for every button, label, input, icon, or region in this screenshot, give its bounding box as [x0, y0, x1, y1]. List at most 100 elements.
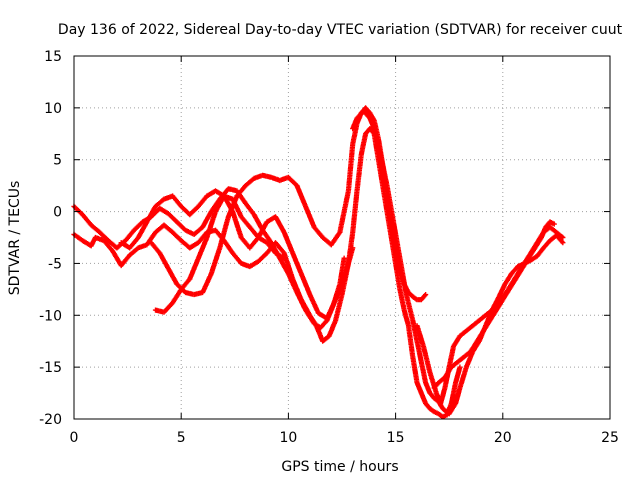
data-point	[388, 234, 398, 265]
y-tick-label: 15	[44, 49, 62, 65]
data-point	[165, 211, 179, 224]
data-point	[165, 266, 179, 286]
y-tick-label: 5	[53, 153, 62, 169]
data-point	[431, 381, 441, 391]
data-point	[354, 153, 364, 194]
data-point	[200, 210, 214, 230]
data-point	[170, 193, 183, 208]
data-point	[80, 212, 93, 227]
data-point	[281, 229, 295, 255]
data-point	[453, 386, 463, 406]
data-point	[110, 248, 123, 267]
data-point	[333, 293, 345, 324]
data-point	[88, 222, 102, 234]
data-point	[281, 255, 287, 261]
data-point	[375, 157, 386, 187]
data-point	[230, 250, 243, 265]
data-point	[217, 215, 231, 251]
data-point	[298, 297, 312, 317]
y-tick-label: -10	[39, 308, 62, 324]
data-point	[500, 288, 511, 303]
data-point	[513, 267, 524, 282]
data-point	[397, 255, 409, 296]
data-point	[442, 365, 454, 381]
data-point	[144, 205, 158, 225]
data-point	[547, 219, 556, 226]
data-point	[307, 312, 319, 327]
y-tick-label: -20	[39, 412, 62, 428]
data-point	[547, 224, 558, 235]
data-point	[187, 257, 201, 282]
data-point	[161, 301, 175, 315]
data-point	[333, 277, 347, 303]
data-point	[255, 234, 269, 245]
data-point	[341, 255, 347, 261]
data-point	[431, 409, 440, 416]
data-point	[285, 174, 299, 188]
data-point	[320, 334, 331, 344]
data-point	[502, 272, 514, 287]
data-point	[540, 239, 552, 251]
data-point	[525, 246, 537, 261]
data-point	[457, 329, 468, 339]
data-point	[195, 236, 209, 261]
data-point	[187, 204, 200, 218]
data-point	[97, 229, 110, 243]
data-point	[135, 220, 149, 241]
data-point	[350, 245, 356, 251]
data-point	[461, 349, 473, 360]
data-point	[448, 381, 458, 406]
data-point	[410, 354, 420, 384]
data-point	[118, 253, 132, 269]
data-point	[290, 250, 304, 275]
x-tick-label: 10	[279, 430, 297, 446]
data-point	[534, 246, 546, 259]
data-point	[101, 238, 115, 253]
data-point	[345, 143, 356, 194]
y-axis-label: SDTVAR / TECUs	[7, 181, 23, 296]
data-point	[560, 234, 566, 241]
data-point	[532, 236, 544, 251]
data-point	[423, 400, 432, 411]
data-point	[560, 240, 566, 246]
data-point	[468, 339, 479, 355]
data-point	[170, 229, 183, 243]
data-point	[242, 176, 256, 189]
x-axis-label: GPS time / hours	[281, 459, 398, 475]
data-point	[307, 291, 321, 315]
data-point	[440, 412, 449, 420]
data-point	[272, 214, 286, 234]
data-point	[390, 219, 403, 260]
data-point	[418, 293, 428, 303]
data-point	[191, 225, 205, 237]
data-point	[553, 229, 565, 240]
data-point	[174, 219, 187, 232]
data-point	[463, 350, 475, 370]
data-point	[553, 232, 565, 245]
x-tick-label: 15	[387, 430, 405, 446]
data-point	[251, 212, 265, 232]
data-point	[397, 286, 407, 312]
data-point	[506, 277, 518, 292]
data-point	[360, 108, 372, 120]
data-point	[384, 183, 396, 223]
data-point	[170, 288, 183, 306]
plot-frame	[73, 55, 611, 420]
data-point	[313, 323, 325, 343]
data-point	[405, 323, 416, 358]
data-point	[337, 189, 351, 235]
data-point	[255, 251, 269, 264]
data-point	[414, 297, 423, 303]
data-point	[290, 276, 304, 301]
data-point	[148, 240, 162, 255]
data-point	[414, 323, 426, 348]
data-point	[363, 105, 372, 115]
data-point	[152, 197, 166, 209]
data-point	[450, 334, 462, 349]
data-series-satellite-track-6	[350, 108, 566, 417]
data-point	[519, 256, 531, 272]
data-point	[476, 313, 488, 324]
x-tick-label: 25	[601, 430, 619, 446]
y-tick-label: 10	[44, 101, 62, 117]
data-point	[457, 364, 463, 370]
